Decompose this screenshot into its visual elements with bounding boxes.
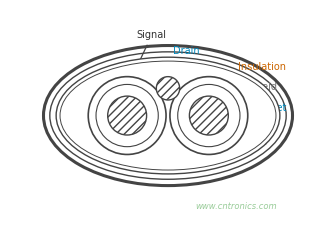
Text: Shield: Shield (248, 75, 278, 92)
Circle shape (108, 96, 146, 135)
Circle shape (178, 84, 240, 147)
Circle shape (88, 77, 166, 154)
Circle shape (156, 77, 180, 100)
Ellipse shape (56, 57, 280, 174)
Ellipse shape (40, 42, 296, 189)
Text: Signal: Signal (123, 30, 167, 96)
Circle shape (96, 84, 158, 147)
Circle shape (190, 96, 228, 135)
Text: Jacket: Jacket (257, 103, 287, 144)
Circle shape (156, 77, 180, 100)
Circle shape (170, 77, 248, 154)
Ellipse shape (60, 61, 276, 170)
Text: Insulation: Insulation (235, 62, 286, 84)
Text: www.cntronics.com: www.cntronics.com (195, 203, 277, 212)
Text: Drain: Drain (170, 46, 200, 74)
